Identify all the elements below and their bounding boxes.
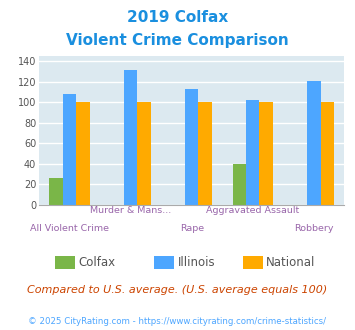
- Bar: [124, 70, 137, 205]
- Text: All Violent Crime: All Violent Crime: [30, 224, 109, 233]
- Bar: [260, 102, 273, 205]
- Bar: [63, 94, 76, 205]
- Text: Compared to U.S. average. (U.S. average equals 100): Compared to U.S. average. (U.S. average …: [27, 285, 328, 295]
- Bar: [307, 81, 321, 205]
- Text: Colfax: Colfax: [78, 256, 115, 269]
- Bar: [233, 164, 246, 205]
- Bar: [198, 102, 212, 205]
- Bar: [137, 102, 151, 205]
- Text: Robbery: Robbery: [294, 224, 334, 233]
- Text: Aggravated Assault: Aggravated Assault: [206, 206, 299, 215]
- Bar: [246, 100, 260, 205]
- Text: Violent Crime Comparison: Violent Crime Comparison: [66, 33, 289, 48]
- Bar: [185, 89, 198, 205]
- Text: Rape: Rape: [180, 224, 204, 233]
- Text: National: National: [266, 256, 316, 269]
- Bar: [76, 102, 90, 205]
- Text: © 2025 CityRating.com - https://www.cityrating.com/crime-statistics/: © 2025 CityRating.com - https://www.city…: [28, 317, 327, 326]
- Bar: [321, 102, 334, 205]
- Text: Murder & Mans...: Murder & Mans...: [90, 206, 171, 215]
- Text: 2019 Colfax: 2019 Colfax: [127, 10, 228, 25]
- Bar: [49, 178, 63, 205]
- Text: Illinois: Illinois: [178, 256, 215, 269]
